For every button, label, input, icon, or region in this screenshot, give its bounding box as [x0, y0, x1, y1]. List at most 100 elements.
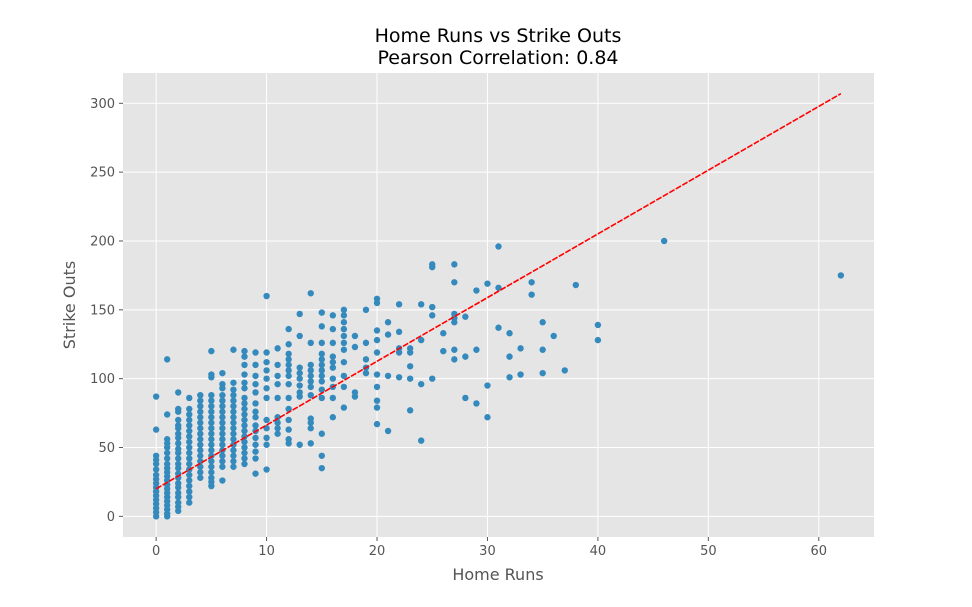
- data-point: [252, 441, 259, 448]
- data-point: [219, 441, 226, 448]
- data-point: [197, 447, 204, 454]
- data-point: [208, 408, 215, 415]
- y-axis-ticks: 0 50 100 150 200 250 300: [90, 97, 123, 525]
- data-point: [175, 460, 182, 468]
- data-point: [318, 386, 325, 393]
- data-point: [340, 404, 348, 411]
- data-point: [197, 441, 204, 448]
- data-point: [175, 389, 182, 396]
- data-point: [186, 444, 193, 451]
- data-point: [307, 367, 314, 374]
- data-point: [230, 458, 237, 465]
- data-point: [296, 310, 303, 318]
- data-point: [318, 367, 325, 374]
- data-point: [175, 430, 182, 437]
- data-point: [219, 380, 226, 388]
- data-point: [274, 394, 281, 402]
- data-point: [285, 367, 292, 374]
- data-point: [219, 397, 226, 404]
- data-point: [373, 349, 381, 356]
- x-tick-label: 0: [152, 544, 160, 559]
- y-tick-label: 100: [90, 372, 115, 387]
- data-point: [506, 330, 513, 337]
- data-point: [252, 470, 259, 477]
- data-point: [186, 405, 193, 413]
- data-point: [252, 400, 259, 407]
- data-point: [241, 361, 248, 369]
- data-point: [208, 430, 215, 437]
- data-point: [252, 408, 259, 415]
- data-point: [307, 290, 314, 297]
- data-point: [340, 312, 348, 319]
- data-point: [296, 441, 303, 448]
- data-point: [340, 346, 348, 353]
- data-point: [329, 312, 337, 319]
- data-point: [451, 279, 458, 286]
- plot-area: [123, 73, 874, 537]
- trend-line-group: [155, 92, 842, 490]
- data-point: [230, 391, 237, 399]
- data-point: [318, 430, 325, 437]
- data-point: [186, 394, 193, 402]
- data-point: [340, 358, 348, 366]
- data-point: [318, 323, 325, 330]
- data-point: [274, 380, 281, 388]
- data-point: [263, 416, 270, 424]
- data-point: [451, 261, 458, 268]
- data-point: [318, 350, 325, 358]
- data-point: [362, 339, 370, 347]
- data-point: [230, 414, 237, 421]
- data-point: [517, 345, 524, 352]
- data-point: [263, 367, 270, 374]
- data-point: [197, 425, 204, 432]
- data-point: [307, 372, 314, 380]
- data-point: [285, 436, 292, 443]
- data-point: [539, 346, 546, 353]
- data-point: [208, 371, 215, 378]
- data-point: [362, 356, 370, 363]
- data-point: [440, 347, 447, 355]
- data-point: [230, 425, 237, 432]
- data-point: [373, 420, 381, 428]
- data-point: [252, 448, 259, 455]
- data-point: [230, 408, 237, 415]
- data-point: [462, 394, 469, 402]
- data-point: [329, 394, 337, 402]
- data-point: [241, 394, 248, 402]
- data-point: [274, 419, 281, 426]
- data-point: [307, 383, 314, 391]
- data-point: [230, 430, 237, 437]
- y-axis-label: Strike Outs: [60, 261, 79, 349]
- data-point: [241, 444, 248, 451]
- data-point: [417, 437, 425, 444]
- data-point: [329, 325, 337, 333]
- data-point: [208, 463, 215, 470]
- data-point: [186, 438, 193, 446]
- data-point: [241, 449, 248, 457]
- trend-line: [155, 92, 842, 490]
- data-point: [186, 433, 193, 440]
- data-point: [252, 361, 259, 369]
- data-point: [219, 463, 226, 470]
- data-point: [307, 425, 314, 432]
- data-point: [340, 319, 348, 326]
- data-point: [252, 434, 259, 442]
- data-point: [506, 374, 513, 381]
- y-tick-label: 150: [90, 303, 115, 318]
- data-point: [429, 303, 436, 311]
- data-point: [329, 364, 337, 371]
- data-point: [495, 243, 502, 250]
- data-point: [186, 493, 193, 501]
- data-point: [208, 447, 215, 454]
- data-point: [318, 394, 325, 402]
- data-point: [186, 488, 193, 495]
- data-point: [373, 336, 381, 344]
- data-point: [384, 331, 392, 338]
- data-point: [241, 460, 248, 468]
- data-point: [351, 389, 359, 396]
- data-point: [208, 458, 215, 465]
- data-point: [285, 350, 292, 358]
- data-point: [197, 474, 204, 481]
- data-point: [175, 405, 182, 413]
